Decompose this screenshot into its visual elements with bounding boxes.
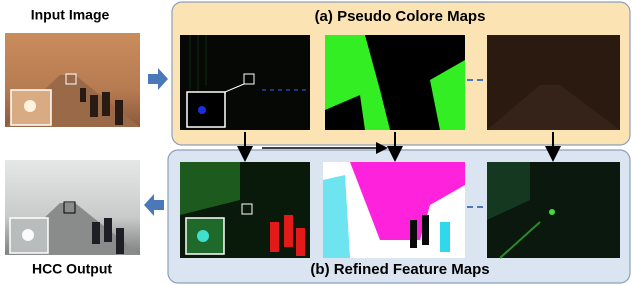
bottom-title: (b) Refined Feature Maps: [310, 261, 489, 278]
pseudo-map-2: [325, 35, 465, 130]
input-image: [5, 33, 140, 127]
top-title: (a) Pseudo Colore Maps: [315, 8, 486, 25]
output-image: [5, 160, 140, 255]
refined-map-2: [323, 162, 465, 258]
output-label: HCC Output: [32, 261, 112, 277]
figure: (a) Pseudo Colore Maps (b) Refined Featu…: [0, 0, 633, 285]
pseudo-map-1: [180, 35, 310, 130]
arrow-right: [148, 68, 168, 90]
input-label: Input Image: [31, 7, 110, 23]
refined-map-3: [487, 162, 620, 258]
refined-map-1: [180, 162, 310, 258]
pseudo-map-3: [487, 35, 620, 130]
arrow-left: [144, 194, 164, 216]
